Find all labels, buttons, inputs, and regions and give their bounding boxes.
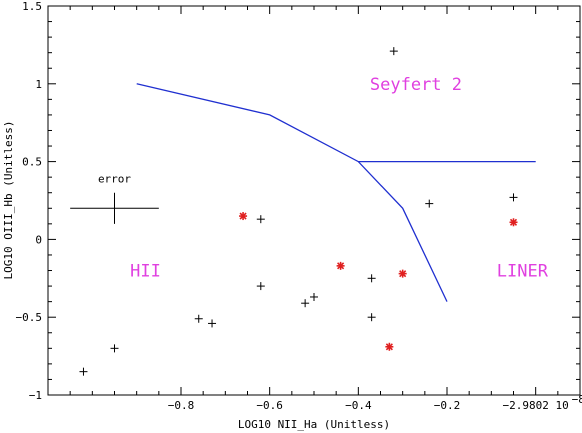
data-point-asterisk [509, 218, 518, 227]
data-point-plus [79, 367, 88, 376]
x-tick-label: −0.4 [345, 399, 372, 412]
data-point-plus [367, 274, 376, 283]
data-point-asterisk [336, 261, 345, 270]
data-point-plus [110, 344, 119, 353]
data-point-plus [509, 193, 518, 202]
y-tick-label: 1.5 [22, 0, 42, 13]
region-labels: Seyfert 2 HII LINER [130, 75, 549, 282]
data-point-plus [425, 199, 434, 208]
y-tick-label: 0.5 [22, 156, 42, 169]
demarcation-line [136, 83, 448, 302]
data-points [79, 47, 518, 376]
y-tick-label: 0 [35, 233, 42, 246]
x-tick-label: −0.6 [256, 399, 283, 412]
plot-frame [47, 5, 581, 396]
x-tick-label: −0.8 [168, 399, 195, 412]
x-tick-label-exponent: −8 [572, 393, 582, 406]
data-point-asterisk [385, 342, 394, 351]
x-axis-label: LOG10 NII_Ha (Unitless) [238, 418, 390, 431]
y-tick-label: −0.5 [16, 311, 43, 324]
axis-ticks [47, 5, 581, 396]
data-point-plus [194, 314, 203, 323]
data-point-plus [256, 215, 265, 224]
region-label: Seyfert 2 [370, 75, 462, 95]
axis-tick-labels: −0.8 −0.6 −0.4 −0.2 −2.9802 10 −8 −1 −0.5 0 0.5 1 1… [16, 0, 582, 412]
y-tick-label: −1 [29, 389, 42, 402]
data-point-asterisk [239, 212, 248, 221]
demarcation-lines [136, 83, 536, 302]
data-point-asterisk [398, 269, 407, 278]
error-bar-label: error [98, 173, 131, 186]
data-point-plus [208, 319, 217, 328]
error-bar: error [70, 173, 159, 224]
data-point-plus [256, 282, 265, 291]
y-axis-label: LOG10 OIII_Hb (Unitless) [2, 121, 15, 280]
data-point-plus [301, 299, 310, 308]
x-tick-label-end: −2.9802 10 [503, 399, 569, 412]
data-point-plus [310, 292, 318, 301]
data-point-plus [389, 47, 398, 56]
region-label: LINER [497, 262, 549, 282]
x-tick-label: −0.2 [434, 399, 461, 412]
y-tick-label: 1 [35, 78, 42, 91]
region-label: HII [130, 262, 161, 282]
data-point-plus [367, 313, 376, 322]
